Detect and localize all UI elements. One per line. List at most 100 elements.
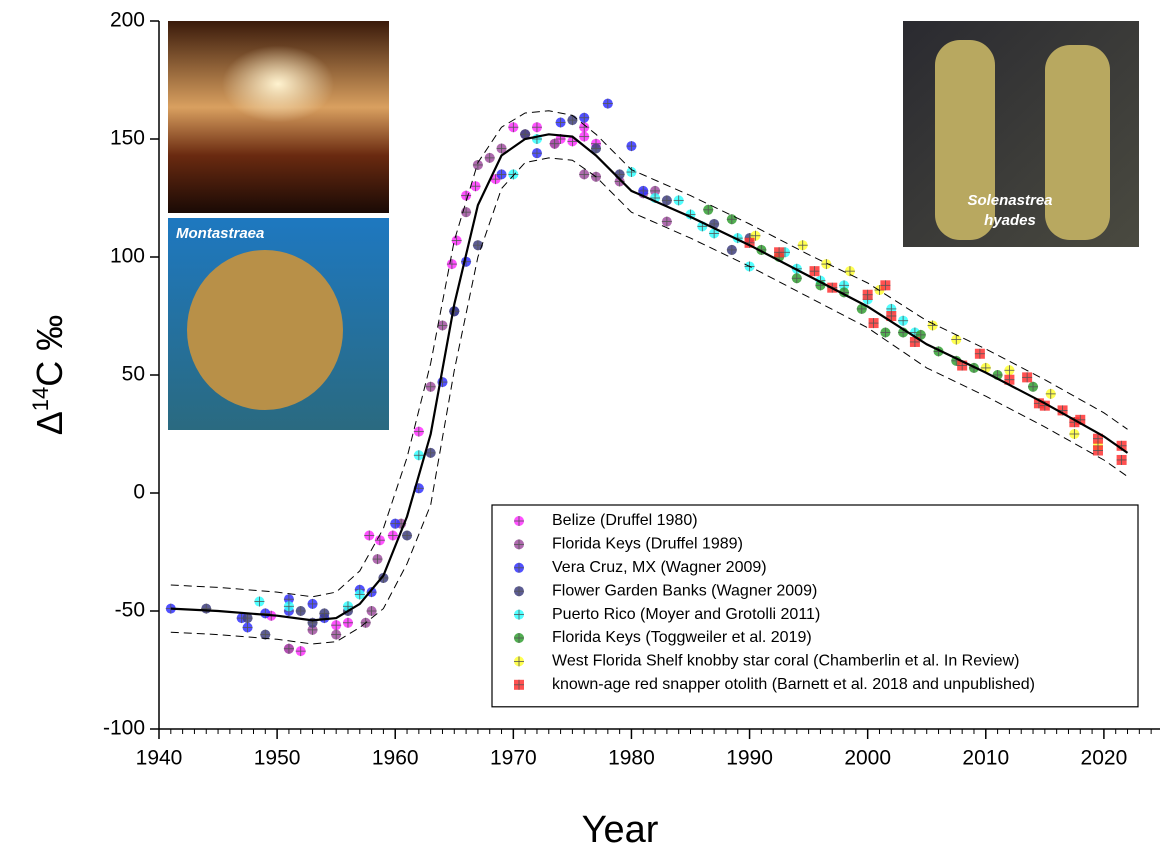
point xyxy=(508,122,518,132)
point xyxy=(485,153,495,163)
photo-solenastrea: Solenastrea hyades xyxy=(903,21,1139,247)
legend-label: known-age red snapper otolith (Barnett e… xyxy=(552,676,1035,693)
point xyxy=(447,259,457,269)
y-tick-label: 100 xyxy=(110,245,145,268)
point xyxy=(319,608,329,618)
point xyxy=(508,169,518,179)
point xyxy=(774,247,784,257)
y-tick-label: 200 xyxy=(110,9,145,32)
legend-label: Florida Keys (Toggweiler et al. 2019) xyxy=(552,629,812,646)
legend-label: Flower Garden Banks (Wagner 2009) xyxy=(552,582,817,599)
point xyxy=(550,139,560,149)
x-tick-label: 1950 xyxy=(254,747,301,770)
legend-marker xyxy=(514,656,524,666)
point xyxy=(373,554,383,564)
point xyxy=(662,217,672,227)
point xyxy=(1093,446,1103,456)
y-tick-label: 0 xyxy=(133,481,145,504)
point xyxy=(414,427,424,437)
chart: Montastraea Solenastrea hyades Year Δ14C… xyxy=(0,0,1162,850)
point xyxy=(798,240,808,250)
point xyxy=(355,589,365,599)
point xyxy=(556,117,566,127)
point xyxy=(727,214,737,224)
point xyxy=(1004,365,1014,375)
point xyxy=(579,169,589,179)
point xyxy=(243,623,253,633)
point xyxy=(727,245,737,255)
y-axis-label-part: Δ xyxy=(29,411,70,435)
y-axis-label-part: C ‰ xyxy=(29,315,70,387)
point xyxy=(296,606,306,616)
point xyxy=(426,382,436,392)
point xyxy=(626,167,636,177)
point xyxy=(254,597,264,607)
point xyxy=(375,535,385,545)
point xyxy=(626,141,636,151)
legend-marker xyxy=(514,610,524,620)
photo-mushroom-cloud xyxy=(168,21,389,213)
x-tick-label: 1940 xyxy=(136,747,183,770)
point xyxy=(284,601,294,611)
point xyxy=(880,328,890,338)
point xyxy=(343,618,353,628)
legend-label: Belize (Druffel 1980) xyxy=(552,512,698,529)
point xyxy=(473,240,483,250)
photo-label: Montastraea xyxy=(176,225,264,242)
point xyxy=(579,122,589,132)
x-tick-label: 1960 xyxy=(372,747,419,770)
point xyxy=(367,606,377,616)
legend-marker xyxy=(514,633,524,643)
point xyxy=(284,644,294,654)
x-tick-label: 2020 xyxy=(1081,747,1128,770)
point xyxy=(1117,455,1127,465)
photo-montastraea: Montastraea xyxy=(168,218,389,430)
legend-marker xyxy=(514,516,524,526)
point xyxy=(1022,372,1032,382)
legend-label: Florida Keys (Druffel 1989) xyxy=(552,536,743,553)
point xyxy=(898,316,908,326)
legend-marker xyxy=(514,539,524,549)
legend-label: Vera Cruz, MX (Wagner 2009) xyxy=(552,559,767,576)
legend-label: West Florida Shelf knobby star coral (Ch… xyxy=(552,653,1019,670)
point xyxy=(821,259,831,269)
y-tick-label: -50 xyxy=(115,599,145,622)
point xyxy=(579,113,589,123)
point xyxy=(308,599,318,609)
point xyxy=(1069,429,1079,439)
photo-label: Solenastrea xyxy=(967,192,1052,209)
point xyxy=(845,266,855,276)
point xyxy=(414,450,424,460)
y-tick-label: 50 xyxy=(122,363,145,386)
point xyxy=(260,608,270,618)
point xyxy=(579,132,589,142)
point xyxy=(880,280,890,290)
point xyxy=(473,160,483,170)
point xyxy=(402,530,412,540)
point xyxy=(975,349,985,359)
point xyxy=(951,335,961,345)
point xyxy=(1046,389,1056,399)
point xyxy=(296,646,306,656)
x-tick-label: 2000 xyxy=(844,747,891,770)
point xyxy=(331,630,341,640)
point xyxy=(674,195,684,205)
legend-label: Puerto Rico (Moyer and Grotolli 2011) xyxy=(552,606,820,623)
y-tick-label: 150 xyxy=(110,127,145,150)
x-axis-label: Year xyxy=(582,809,659,850)
x-tick-label: 1980 xyxy=(608,747,655,770)
point xyxy=(388,530,398,540)
y-axis-label-part: 14 xyxy=(28,387,53,411)
y-tick-label: -100 xyxy=(103,717,145,740)
legend-marker xyxy=(514,586,524,596)
point xyxy=(863,290,873,300)
point xyxy=(497,169,507,179)
point xyxy=(461,191,471,201)
point xyxy=(532,122,542,132)
point xyxy=(331,620,341,630)
point xyxy=(532,148,542,158)
point xyxy=(390,519,400,529)
x-tick-label: 1990 xyxy=(726,747,773,770)
point xyxy=(869,318,879,328)
y-axis-label: Δ14C ‰ xyxy=(28,315,70,436)
